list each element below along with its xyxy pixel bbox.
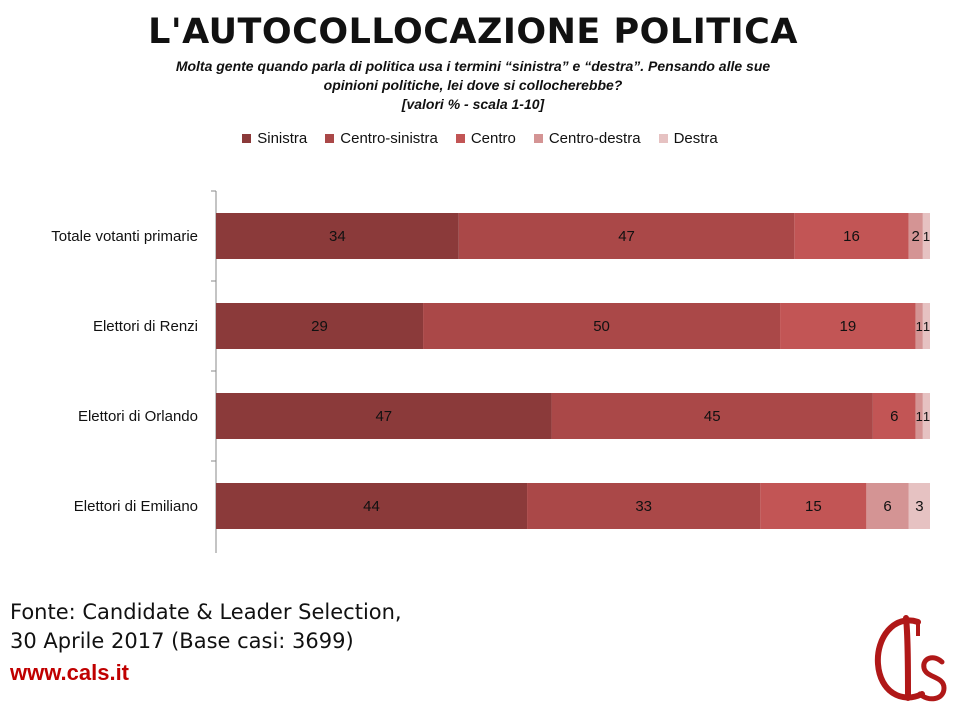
bar-segment xyxy=(794,213,909,259)
source-line-1: Fonte: Candidate & Leader Selection, xyxy=(10,600,402,624)
legend-item-1: Centro-sinistra xyxy=(325,130,438,147)
data-label: 1 xyxy=(923,409,930,424)
legend-item-2: Centro xyxy=(455,130,516,147)
bar-segment xyxy=(915,393,923,439)
data-label: 16 xyxy=(843,228,860,245)
legend-item-0: Sinistra xyxy=(242,130,307,147)
category-label: Elettori di Emiliano xyxy=(74,498,198,515)
chart-subtitle-line-3: [valori % - scala 1-10] xyxy=(401,96,545,112)
data-label: 34 xyxy=(329,228,346,245)
bar-segment xyxy=(915,303,923,349)
legend-item-3: Centro-destra xyxy=(533,130,641,147)
legend-swatch xyxy=(455,134,465,143)
stacked-bar-chart: Totale votanti primarie 34 47 16 2 1Elettori … xyxy=(51,190,930,553)
bar-segment xyxy=(908,213,923,259)
legend-item-4: Destra xyxy=(658,130,718,147)
data-label: 1 xyxy=(916,319,923,334)
bar-segment xyxy=(922,393,930,439)
data-label: 47 xyxy=(375,408,392,425)
bar-segment xyxy=(922,213,930,259)
data-label: 2 xyxy=(912,228,920,245)
bar-segment xyxy=(216,483,528,529)
data-label: 45 xyxy=(704,408,721,425)
data-label: 1 xyxy=(923,319,930,334)
data-label: 6 xyxy=(890,408,898,425)
chart-title: L'AUTOCOLLOCAZIONE POLITICA xyxy=(148,12,798,52)
category-label: Totale votanti primarie xyxy=(51,228,198,245)
category-label: Elettori di Renzi xyxy=(93,318,198,335)
data-label: 19 xyxy=(840,318,857,335)
data-label: 29 xyxy=(311,318,328,335)
legend-swatch xyxy=(325,134,335,143)
data-label: 3 xyxy=(915,498,923,515)
category-label: Elettori di Orlando xyxy=(78,408,198,425)
bar-segment xyxy=(872,393,916,439)
bar-segment xyxy=(780,303,916,349)
legend-label: Centro-sinistra xyxy=(340,130,438,147)
bar-segment xyxy=(216,213,459,259)
data-label: 44 xyxy=(363,498,380,515)
legend-label: Destra xyxy=(673,130,718,147)
bar-segment xyxy=(908,483,930,529)
data-label: 47 xyxy=(618,228,635,245)
bar-segment xyxy=(760,483,867,529)
legend-swatch xyxy=(533,134,543,143)
legend-label: Centro xyxy=(470,130,516,147)
bar-segment xyxy=(423,303,781,349)
data-label: 6 xyxy=(883,498,891,515)
bar-segment xyxy=(527,483,761,529)
legend-label: Sinistra xyxy=(257,130,308,147)
data-label: 50 xyxy=(593,318,610,335)
website-link[interactable]: www.cals.it xyxy=(10,660,130,685)
source-note: Fonte: Candidate & Leader Selection, 30 … xyxy=(10,598,402,656)
data-label: 33 xyxy=(635,498,652,515)
legend-label: Centro-destra xyxy=(548,130,641,147)
chart-subtitle-line-1: Molta gente quando parla di politica usa… xyxy=(175,58,771,74)
legend-swatch xyxy=(242,134,252,143)
chart-subtitle-line-2: opinioni politiche, lei dove si colloche… xyxy=(323,77,623,93)
data-label: 1 xyxy=(916,409,923,424)
legend-swatch xyxy=(658,134,668,143)
bar-segment xyxy=(551,393,873,439)
bar-segment xyxy=(866,483,909,529)
data-label: 1 xyxy=(923,229,930,244)
data-label: 15 xyxy=(805,498,822,515)
source-line-2: 30 Aprile 2017 (Base casi: 3699) xyxy=(10,629,354,653)
bar-segment xyxy=(216,303,424,349)
bar-segment xyxy=(458,213,795,259)
cals-logo-icon xyxy=(874,615,947,702)
bar-segment xyxy=(922,303,930,349)
bar-segment xyxy=(216,393,552,439)
chart-legend: Sinistra Centro-sinistra Centro Centro-dest… xyxy=(0,130,960,147)
